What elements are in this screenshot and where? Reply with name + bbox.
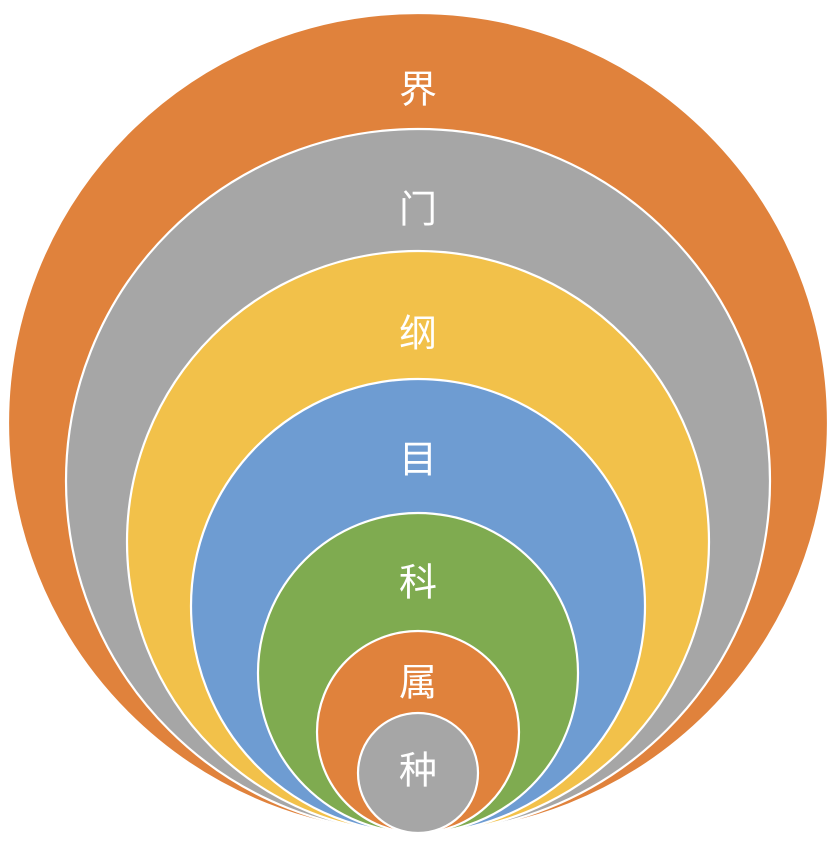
ring-label-phylum: 门: [399, 188, 437, 232]
ring-label-family: 科: [399, 561, 437, 605]
ring-label-kingdom: 界: [399, 68, 437, 112]
ring-group-species[interactable]: 种: [356, 711, 480, 835]
ring-label-class: 纲: [399, 312, 437, 356]
ring-label-species: 种: [399, 749, 437, 793]
ring-label-genus: 属: [399, 661, 437, 705]
ring-circle-species[interactable]: [356, 711, 480, 835]
ring-label-order: 目: [399, 438, 437, 482]
